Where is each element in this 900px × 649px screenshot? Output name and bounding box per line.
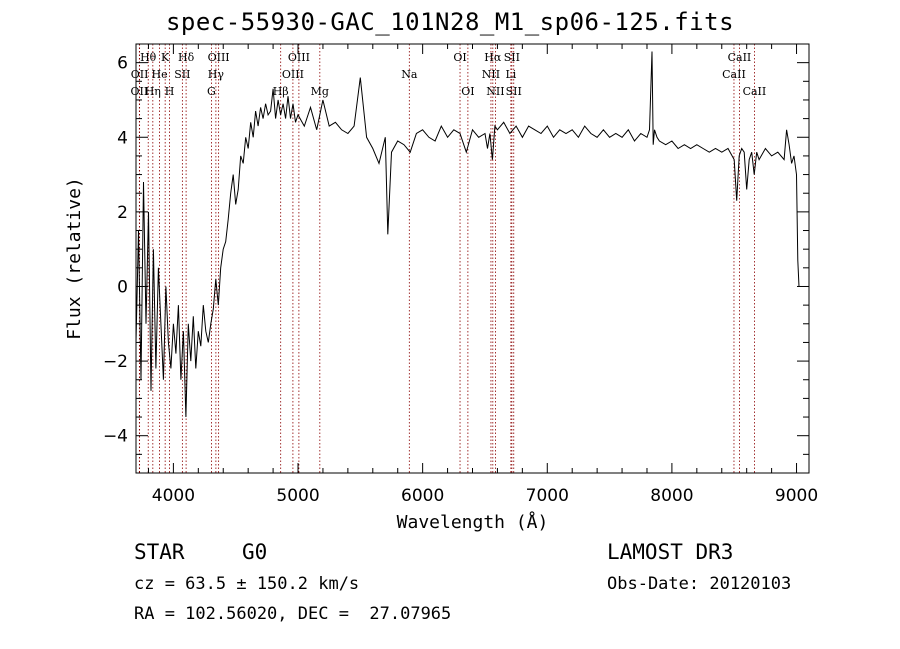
line-label-12: OIII [288, 51, 310, 64]
line-label-8: Hδ [178, 51, 195, 64]
line-label-26: CaII [722, 68, 746, 81]
line-label-16: Na [401, 68, 418, 81]
object-subclass: G0 [242, 540, 268, 564]
line-label-15: Mg [311, 85, 329, 98]
redshift-cz: cz = 63.5 ± 150.2 km/s [134, 574, 360, 594]
line-label-1: OII [131, 85, 149, 98]
line-label-18: OI [461, 85, 474, 98]
x-axis-label: Wavelength (Å) [397, 511, 549, 533]
x-tick-label: 8000 [650, 486, 693, 506]
line-label-19: Hα [484, 51, 502, 64]
line-label-25: CaII [728, 51, 752, 64]
line-label-17: OI [453, 51, 466, 64]
x-axis-ticks [147, 44, 798, 473]
line-label-20: NII [482, 68, 500, 81]
line-label-2: OII [131, 68, 149, 81]
line-label-11: G [207, 85, 216, 98]
observation-date: Obs-Date: 20120103 [607, 574, 792, 594]
line-label-3: He [152, 68, 168, 81]
y-tick-label: 4 [117, 128, 128, 148]
x-tick-label: 6000 [401, 486, 444, 506]
line-label-21: NII [486, 85, 504, 98]
chart-title: spec-55930-GAC_101N28_M1_sp06-125.fits [165, 8, 735, 36]
line-label-4: Hη [145, 85, 161, 98]
line-label-14: Hβ [273, 85, 289, 98]
emission-line-markers [138, 44, 755, 473]
x-tick-label: 4000 [152, 486, 195, 506]
x-tick-label: 7000 [526, 486, 569, 506]
line-label-13: OIII [282, 68, 304, 81]
x-axis-tick-labels: 4000 5000 6000 7000 8000 9000 [152, 486, 818, 506]
line-label-0: Hθ [140, 51, 157, 64]
line-label-24: SII [506, 85, 522, 98]
line-label-27: CaII [743, 85, 767, 98]
y-tick-label: −4 [103, 427, 128, 447]
line-label-6: SII [174, 68, 190, 81]
line-label-23: Li [505, 68, 516, 81]
coordinates: RA = 102.56020, DEC = 27.07965 [134, 604, 452, 624]
y-tick-label: −2 [103, 352, 128, 372]
y-tick-label: 6 [117, 54, 128, 74]
y-tick-label: 2 [117, 203, 128, 223]
line-label-9: OIII [208, 51, 230, 64]
line-label-7: H [165, 85, 175, 98]
survey-name: LAMOST DR3 [607, 540, 734, 564]
emission-line-labels: Hθ OII OII He Hη K SII H Hδ OIII Hγ G OIII OIII Hβ Mg Na… [131, 51, 767, 98]
line-label-10: Hγ [208, 68, 225, 81]
spectrum-line [135, 51, 800, 418]
x-tick-label: 5000 [276, 486, 319, 506]
y-axis-tick-labels: −4 −2 0 2 4 6 [103, 54, 128, 447]
line-label-5: K [161, 51, 170, 64]
plot-frame [135, 43, 810, 474]
object-class: STAR [134, 540, 185, 564]
y-axis-ticks [136, 43, 809, 474]
y-tick-label: 0 [117, 277, 128, 297]
x-tick-label: 9000 [775, 486, 818, 506]
line-label-22: SII [504, 51, 520, 64]
y-axis-label: Flux (relative) [64, 177, 85, 340]
